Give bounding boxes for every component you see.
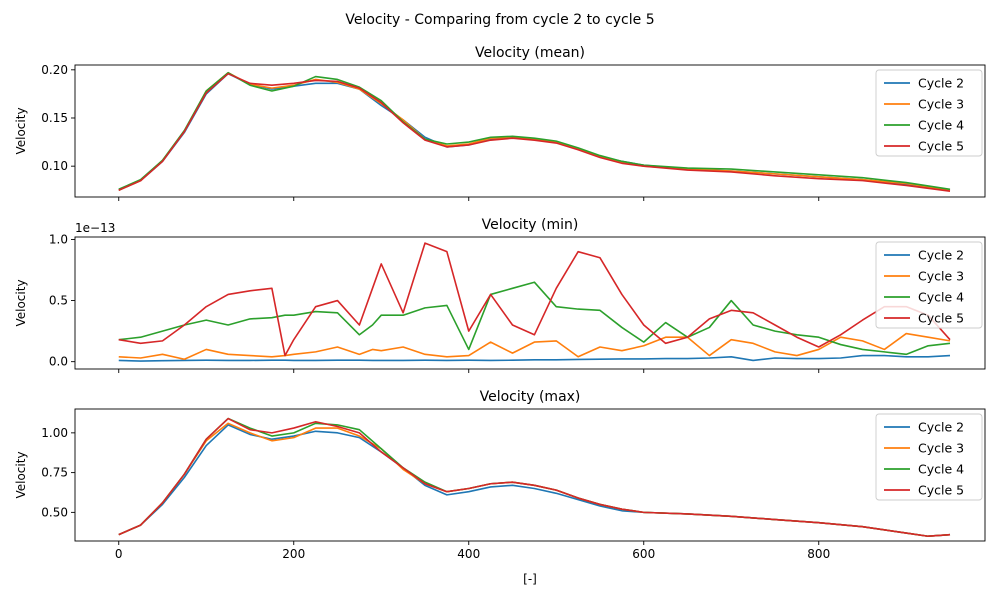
x-tick-label: 0 (115, 547, 123, 561)
y-tick-label: 1.0 (49, 232, 68, 246)
shared-x-axis-label: [-] (523, 572, 537, 586)
y-tick-label: 0.5 (49, 294, 68, 308)
subplot-title: Velocity (mean) (475, 45, 585, 61)
legend-label: Cycle 3 (918, 269, 964, 284)
y-tick-label: 0.15 (41, 111, 68, 125)
series-line-cycle-4 (118, 71, 951, 191)
subplot-3: 0 200 400 600 800 0.50 0.75 1.00 Velocity (max) V… (14, 389, 986, 561)
legend-label: Cycle 4 (918, 290, 964, 305)
legend: Cycle 2 Cycle 3 Cycle 4 Cycle 5 (875, 413, 983, 501)
y-axis-label: Velocity (14, 279, 28, 326)
subplot-title: Velocity (max) (480, 389, 581, 405)
subplot-1: 0.10 0.15 0.20 Velocity (mean) Velocity Cycle… (14, 45, 986, 201)
series-line-cycle-5 (118, 417, 951, 538)
subplot-title: Velocity (min) (482, 217, 579, 233)
series-line-cycle-5 (118, 72, 951, 193)
legend-label: Cycle 2 (918, 76, 964, 91)
x-tick-label: 200 (282, 547, 305, 561)
y-tick-label: 0.20 (41, 63, 68, 77)
legend: Cycle 2 Cycle 3 Cycle 4 Cycle 5 (875, 241, 983, 329)
y-tick-label: 0.0 (49, 355, 68, 369)
legend-label: Cycle 5 (918, 311, 964, 326)
legend-label: Cycle 3 (918, 441, 964, 456)
series-line-cycle-2 (118, 424, 951, 538)
y-axis-label: Velocity (14, 107, 28, 154)
y-tick-label: 0.75 (41, 466, 68, 480)
x-tick-label: 400 (457, 547, 480, 561)
series-line-cycle-2 (118, 72, 951, 192)
axes-frame (74, 64, 986, 198)
legend-label: Cycle 4 (918, 462, 964, 477)
y-tick-label: 1.00 (41, 426, 68, 440)
axes-frame (74, 408, 986, 542)
x-tick-label: 600 (632, 547, 655, 561)
series-line-cycle-2 (118, 354, 951, 362)
series-group (118, 242, 951, 362)
y-tick-label: 0.50 (41, 505, 68, 519)
legend-box (875, 413, 983, 501)
legend-label: Cycle 4 (918, 118, 964, 133)
series-line-cycle-3 (118, 422, 951, 538)
series-line-cycle-4 (118, 281, 951, 356)
x-tick-label: 800 (807, 547, 830, 561)
series-group (118, 71, 951, 193)
series-group (118, 417, 951, 538)
legend: Cycle 2 Cycle 3 Cycle 4 Cycle 5 (875, 69, 983, 157)
legend-label: Cycle 2 (918, 420, 964, 435)
subplot-2: 0.0 0.5 1.0 1e−13 Velocity (min) Velocity Cycl… (14, 217, 986, 373)
series-line-cycle-5 (118, 242, 951, 357)
y-scale-label: 1e−13 (75, 221, 115, 235)
legend-label: Cycle 3 (918, 97, 964, 112)
legend-label: Cycle 5 (918, 483, 964, 498)
series-line-cycle-3 (118, 332, 951, 361)
subplots: 0.10 0.15 0.20 Velocity (mean) Velocity Cycle… (14, 45, 986, 561)
y-axis-label: Velocity (14, 451, 28, 498)
legend-box (875, 69, 983, 157)
figure-suptitle: Velocity - Comparing from cycle 2 to cyc… (345, 12, 654, 28)
legend-box (875, 241, 983, 329)
y-tick-label: 0.10 (41, 159, 68, 173)
legend-label: Cycle 5 (918, 139, 964, 154)
legend-label: Cycle 2 (918, 248, 964, 263)
series-line-cycle-3 (118, 71, 951, 192)
axes-frame (74, 236, 986, 370)
series-line-cycle-4 (118, 417, 951, 538)
